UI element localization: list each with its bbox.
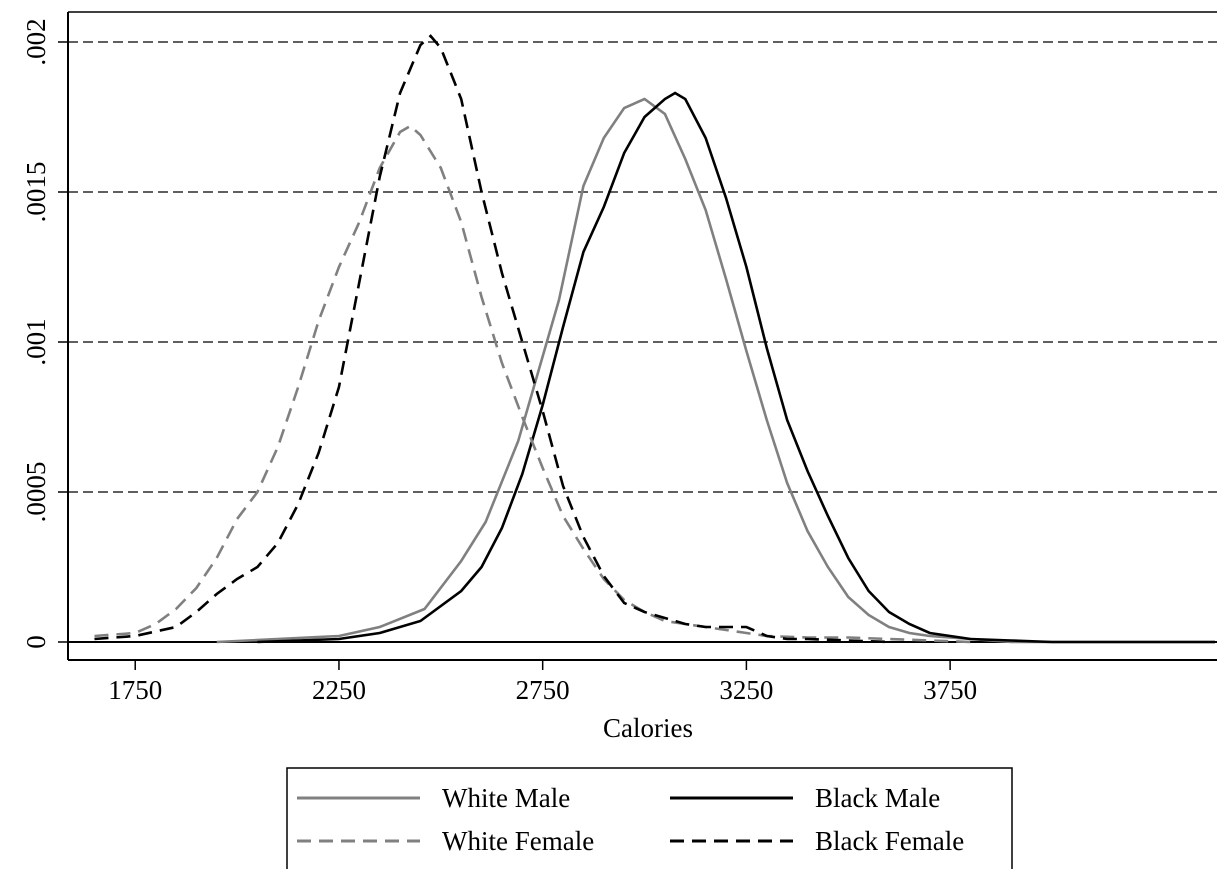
x-tick-label: 1750 <box>108 675 162 705</box>
y-tick-label: .001 <box>21 318 51 365</box>
y-tick-label: .002 <box>21 18 51 65</box>
series-line <box>94 34 890 644</box>
legend-box <box>286 767 1013 869</box>
x-tick-label: 3750 <box>923 675 977 705</box>
series-line <box>94 124 971 644</box>
legend-label: Black Male <box>815 783 940 813</box>
x-tick-label: 2750 <box>516 675 570 705</box>
x-tick-label: 3250 <box>719 675 773 705</box>
y-tick-label: .0015 <box>21 162 51 223</box>
x-axis-label: Calories <box>603 713 693 743</box>
legend-label: White Male <box>442 783 570 813</box>
series-line <box>257 91 1215 644</box>
x-tick-label: 2250 <box>312 675 366 705</box>
legend-label: White Female <box>442 826 594 856</box>
y-tick-label: 0 <box>21 635 51 649</box>
legend-label: Black Female <box>815 826 964 856</box>
y-tick-label: .0005 <box>21 462 51 523</box>
series-line <box>216 97 1215 644</box>
